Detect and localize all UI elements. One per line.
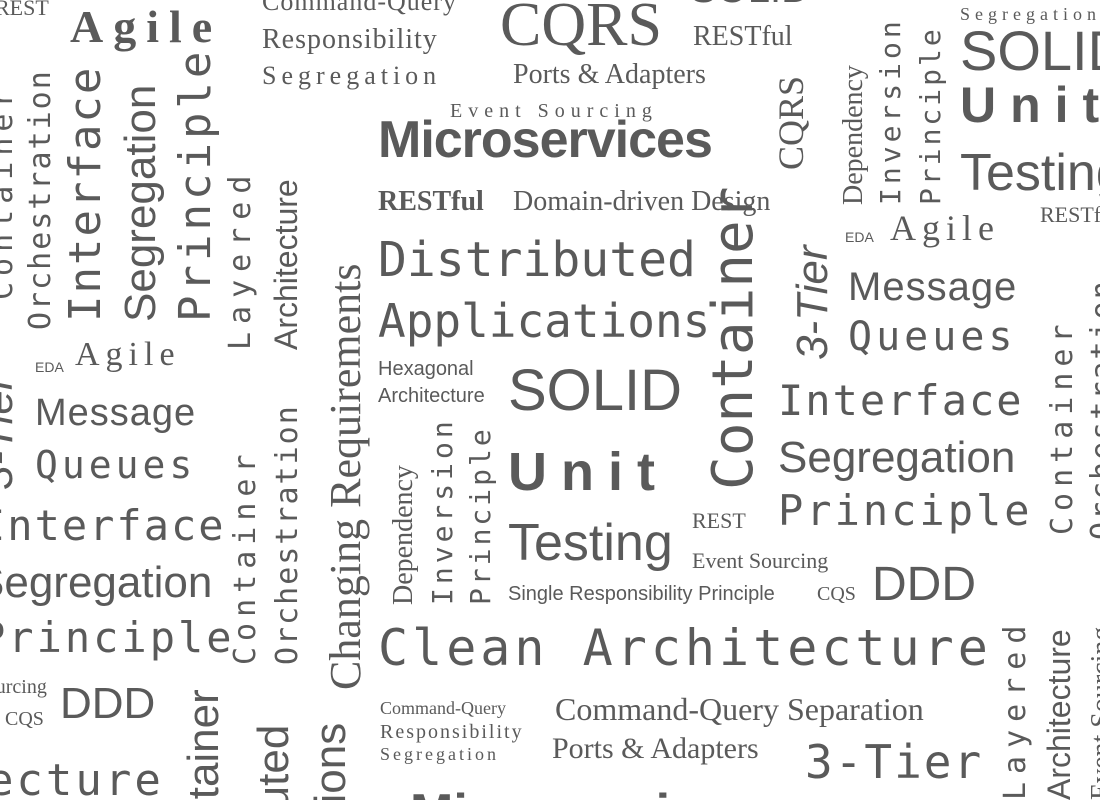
- word: Principle: [914, 26, 947, 205]
- word: Layered: [998, 618, 1033, 800]
- word: Container: [228, 448, 263, 665]
- word: Orchestration: [270, 404, 305, 665]
- word: Distributed: [249, 725, 298, 800]
- word: Agile: [75, 336, 181, 373]
- word: Message: [848, 265, 1017, 309]
- word: Command-Query Separation: [555, 691, 924, 727]
- word: SOLID: [508, 358, 682, 423]
- word: Hexagonal: [378, 358, 474, 380]
- word: Event Sourcing: [0, 676, 47, 698]
- word: Segregation: [262, 61, 441, 90]
- word: Architecture: [0, 755, 164, 800]
- word: Container: [1045, 318, 1080, 535]
- word: Segregation: [778, 433, 1015, 482]
- word: Interface: [0, 501, 226, 550]
- word: Responsibility: [262, 24, 438, 55]
- word: Inversion: [426, 417, 459, 605]
- word: Segregation: [0, 558, 212, 607]
- word: Responsibility: [380, 721, 524, 743]
- word: Command-Query: [262, 0, 457, 16]
- word: Queues: [35, 443, 196, 487]
- word: Queues: [848, 314, 1017, 360]
- word: Orchestration: [23, 69, 58, 330]
- word: Single Responsibility Principle: [508, 583, 775, 605]
- word: Container: [0, 83, 20, 300]
- word: Event Sourcing: [692, 548, 828, 573]
- word: EDA: [845, 229, 874, 245]
- word: 3-Tier: [0, 373, 22, 490]
- word: RESTful: [693, 21, 793, 52]
- word: DDD: [872, 558, 976, 611]
- word: Architecture: [378, 385, 485, 407]
- word: Inversion: [874, 17, 907, 205]
- word: Changing Requirements: [321, 264, 370, 691]
- word: Architecture: [268, 179, 304, 350]
- word: Command-Query: [380, 698, 506, 718]
- word: Microservices: [410, 784, 757, 800]
- word: Agile: [890, 208, 1000, 248]
- word: Event Sourcing: [1086, 627, 1100, 800]
- word: EDA: [35, 359, 64, 375]
- word: Orchestration: [1085, 279, 1100, 540]
- word: Principle: [464, 426, 497, 605]
- word: Testing: [508, 514, 673, 572]
- word: CQRS: [500, 0, 662, 59]
- word: CQRS: [771, 76, 811, 170]
- word: Architecture: [1041, 629, 1077, 800]
- word: Interface: [60, 66, 111, 322]
- word: Distributed: [378, 232, 696, 288]
- word: Dependency: [838, 65, 869, 205]
- word: Event Sourcing: [450, 100, 658, 122]
- word: 3-Tier: [805, 735, 983, 789]
- word: CQS: [5, 708, 44, 730]
- word: 3-Tier: [788, 243, 837, 360]
- word: Segregation: [380, 744, 499, 764]
- word: Segregation: [960, 4, 1100, 24]
- word: Principle: [778, 486, 1033, 535]
- word: DDD: [60, 679, 155, 728]
- word: Interface: [778, 376, 1024, 425]
- word: Testing: [960, 144, 1100, 202]
- word: Applications: [306, 723, 355, 800]
- word: Agile: [70, 1, 222, 52]
- word: RESTful: [1040, 202, 1100, 227]
- word: Ports & Adapters: [513, 59, 706, 90]
- word: Layered: [223, 168, 258, 350]
- word: REST: [0, 0, 49, 20]
- word: Container: [701, 187, 766, 490]
- word: Principle: [170, 48, 221, 322]
- word: Ports & Adapters: [552, 732, 759, 765]
- word: Unit: [508, 442, 669, 502]
- word: REST: [692, 508, 746, 533]
- word: SOLID: [960, 19, 1100, 82]
- word: Applications: [378, 294, 710, 348]
- word: SOLID: [690, 0, 810, 11]
- word: Message: [35, 392, 196, 434]
- word: Dependency: [388, 465, 419, 605]
- word: Unit: [960, 77, 1100, 133]
- word: RESTful: [378, 186, 484, 217]
- word: Container: [179, 689, 228, 800]
- word: Principle: [0, 613, 235, 662]
- word: Microservices: [378, 111, 712, 169]
- word: Clean Architecture: [378, 619, 992, 677]
- word: CQS: [817, 583, 856, 605]
- word: Segregation: [116, 85, 165, 322]
- word: Domain-driven Design: [513, 186, 770, 217]
